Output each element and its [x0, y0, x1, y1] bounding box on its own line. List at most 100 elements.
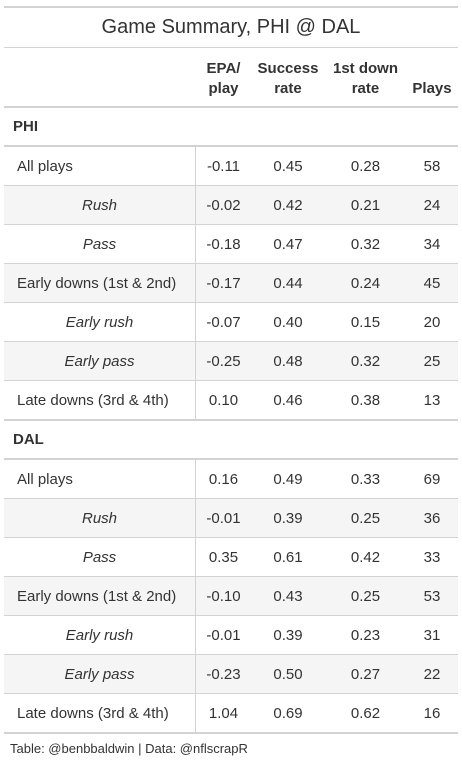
row-label: Rush: [4, 499, 196, 537]
row-label: Early pass: [4, 655, 196, 693]
success-rate-cell: 0.46: [273, 391, 303, 409]
success-rate-cell: 0.39: [273, 509, 303, 527]
first-down-rate-cell: 0.27: [350, 665, 381, 683]
first-down-rate-cell: 0.25: [350, 587, 381, 605]
first-down-rate-cell: 0.15: [350, 313, 381, 331]
first-down-rate-cell: 0.24: [350, 274, 381, 292]
epa-cell: -0.01: [206, 509, 241, 527]
first-down-rate-cell: 0.28: [350, 157, 381, 175]
epa-cell: -0.01: [206, 626, 241, 644]
table-body: PHI All plays -0.11 0.45 0.28 58 Rush -0.02 0.42…: [4, 108, 458, 734]
success-rate-cell: 0.50: [273, 665, 303, 683]
first-down-rate-cell: 0.38: [350, 391, 381, 409]
group-heading: PHI: [4, 108, 458, 147]
table-row: Pass 0.35 0.61 0.42 33: [4, 538, 458, 577]
row-label: All plays: [4, 460, 196, 498]
success-rate-cell: 0.48: [273, 352, 303, 370]
table-footnote: Table: @benbbaldwin | Data: @nflscrapR: [10, 741, 248, 756]
epa-cell: 0.35: [208, 548, 239, 566]
plays-cell: 58: [423, 157, 441, 175]
success-rate-cell: 0.45: [273, 157, 303, 175]
epa-cell: -0.07: [206, 313, 241, 331]
table-row: Early downs (1st & 2nd) -0.17 0.44 0.24 45: [4, 264, 458, 303]
epa-cell: -0.25: [206, 352, 241, 370]
row-label: Pass: [4, 538, 196, 576]
column-header-label: [4, 48, 196, 106]
first-down-rate-cell: 0.33: [350, 470, 381, 488]
success-rate-cell: 0.39: [273, 626, 303, 644]
plays-cell: 69: [423, 470, 441, 488]
first-down-rate-cell: 0.62: [350, 704, 381, 722]
table-row: Late downs (3rd & 4th) 1.04 0.69 0.62 16: [4, 694, 458, 734]
table-row: All plays -0.11 0.45 0.28 58: [4, 147, 458, 186]
epa-cell: -0.11: [206, 157, 241, 175]
plays-cell: 33: [423, 548, 441, 566]
success-rate-cell: 0.43: [273, 587, 303, 605]
table-row: Early rush -0.01 0.39 0.23 31: [4, 616, 458, 655]
plays-cell: 24: [423, 196, 441, 214]
column-header-first-down-line2: rate: [351, 80, 380, 97]
row-label: Early downs (1st & 2nd): [4, 577, 196, 615]
table-row: Early rush -0.07 0.40 0.15 20: [4, 303, 458, 342]
success-rate-cell: 0.69: [273, 704, 303, 722]
first-down-rate-cell: 0.32: [350, 352, 381, 370]
summary-table: Game Summary, PHI @ DAL EPA/play Success…: [4, 6, 458, 764]
plays-cell: 45: [423, 274, 441, 292]
table-row: Rush -0.01 0.39 0.25 36: [4, 499, 458, 538]
plays-cell: 34: [423, 235, 441, 253]
plays-cell: 16: [423, 704, 441, 722]
row-label: Early rush: [4, 303, 196, 341]
row-label: Early pass: [4, 342, 196, 380]
plays-cell: 25: [423, 352, 441, 370]
row-label: Early rush: [4, 616, 196, 654]
success-rate-cell: 0.44: [273, 274, 303, 292]
epa-cell: -0.10: [206, 587, 241, 605]
success-rate-cell: 0.47: [273, 235, 303, 253]
column-header-success: Success rate: [251, 48, 325, 106]
success-rate-cell: 0.61: [273, 548, 303, 566]
group-heading: DAL: [4, 421, 458, 460]
row-label: Late downs (3rd & 4th): [4, 381, 196, 419]
column-header-epa-line1: EPA/: [206, 60, 241, 77]
row-label: Pass: [4, 225, 196, 263]
column-header-row: EPA/play Success rate 1st down rate Plays: [4, 48, 458, 108]
epa-cell: 0.10: [208, 391, 239, 409]
first-down-rate-cell: 0.21: [350, 196, 381, 214]
first-down-rate-cell: 0.42: [350, 548, 381, 566]
epa-cell: -0.18: [206, 235, 241, 253]
epa-cell: -0.17: [206, 274, 241, 292]
table-row: All plays 0.16 0.49 0.33 69: [4, 460, 458, 499]
epa-cell: -0.02: [206, 196, 241, 214]
plays-cell: 31: [423, 626, 441, 644]
column-header-first-down: 1st down rate: [325, 48, 406, 106]
row-label: Late downs (3rd & 4th): [4, 694, 196, 732]
first-down-rate-cell: 0.32: [350, 235, 381, 253]
column-header-success-line2: rate: [274, 80, 302, 97]
table-row: Early pass -0.25 0.48 0.32 25: [4, 342, 458, 381]
column-header-epa-line2: play: [208, 80, 239, 97]
column-header-first-down-line1: 1st down: [332, 60, 398, 77]
epa-cell: -0.23: [206, 665, 241, 683]
epa-cell: 0.16: [208, 470, 239, 488]
plays-cell: 20: [423, 313, 441, 331]
success-rate-cell: 0.49: [273, 470, 303, 488]
row-label: Early downs (1st & 2nd): [4, 264, 196, 302]
success-rate-cell: 0.40: [273, 313, 303, 331]
row-label: Rush: [4, 186, 196, 224]
table-row: Pass -0.18 0.47 0.32 34: [4, 225, 458, 264]
first-down-rate-cell: 0.25: [350, 509, 381, 527]
column-header-plays: Plays: [412, 80, 452, 97]
table-title: Game Summary, PHI @ DAL: [4, 6, 458, 48]
plays-cell: 13: [423, 391, 441, 409]
table-row: Early downs (1st & 2nd) -0.10 0.43 0.25 53: [4, 577, 458, 616]
plays-cell: 36: [423, 509, 441, 527]
table-row: Late downs (3rd & 4th) 0.10 0.46 0.38 13: [4, 381, 458, 421]
plays-cell: 53: [423, 587, 441, 605]
success-rate-cell: 0.42: [273, 196, 303, 214]
epa-cell: 1.04: [208, 704, 239, 722]
row-label: All plays: [4, 147, 196, 185]
table-row: Early pass -0.23 0.50 0.27 22: [4, 655, 458, 694]
table-row: Rush -0.02 0.42 0.21 24: [4, 186, 458, 225]
column-header-success-line1: Success: [257, 60, 319, 77]
column-header-epa: EPA/play: [196, 48, 251, 106]
